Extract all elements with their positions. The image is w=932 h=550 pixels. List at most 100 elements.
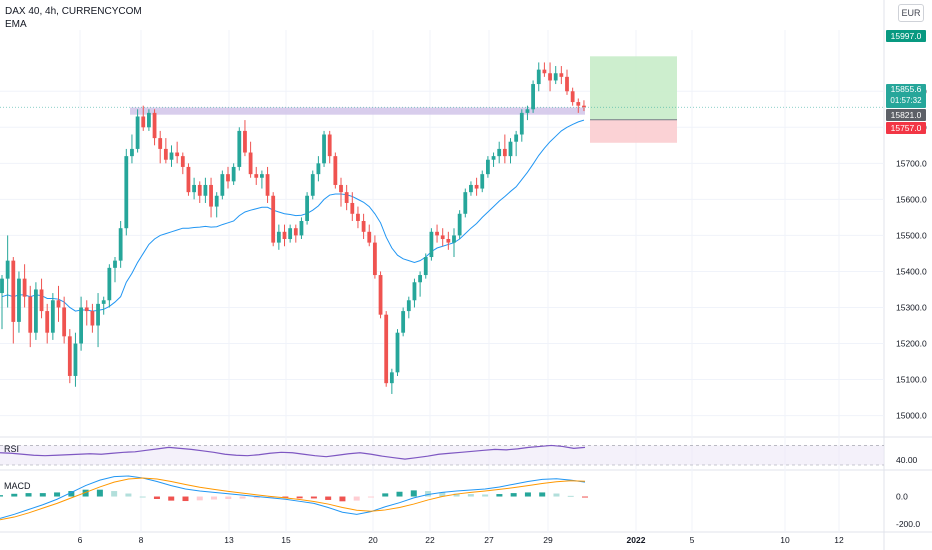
candle-body: [271, 195, 276, 243]
macd-line: [0, 475, 586, 519]
candle-body: [542, 69, 547, 74]
macd-histogram-bar: [168, 496, 175, 501]
candle-body: [423, 257, 428, 276]
macd-histogram-bar: [153, 496, 160, 499]
candle-body: [220, 174, 225, 196]
candle-body: [418, 275, 422, 283]
candle-body: [90, 311, 95, 326]
supply-zone-rect: [130, 107, 585, 115]
candle-body: [79, 307, 83, 344]
candle-body: [22, 278, 27, 297]
entry-price-tag: 15821.0: [886, 109, 926, 121]
stop-loss-zone: [590, 119, 677, 143]
candle-body: [570, 91, 575, 103]
candle-body: [152, 112, 157, 139]
bar-countdown: 01:57:32: [890, 96, 922, 105]
candle-body: [73, 343, 78, 376]
candle-body: [141, 116, 146, 128]
macd-histogram-bar: [553, 493, 560, 497]
candle-body: [226, 174, 230, 182]
candle-body: [260, 174, 264, 178]
macd-histogram-bar: [325, 496, 332, 500]
candle-body: [491, 156, 496, 160]
candle-body: [276, 231, 281, 243]
rsi-line: [0, 444, 586, 460]
macd-histogram-bar: [382, 493, 389, 497]
candle-body: [576, 102, 581, 106]
macd-histogram-bar: [211, 496, 218, 500]
macd-histogram-bar: [310, 496, 317, 499]
take-profit-zone: [590, 56, 677, 120]
candle-body: [435, 231, 439, 236]
candle-body: [5, 260, 10, 279]
macd-histogram-bar: [182, 496, 189, 502]
candle-body: [559, 73, 564, 77]
macd-histogram-bar: [111, 491, 118, 497]
candle-body: [209, 184, 213, 207]
price-tick-label: 15200.0: [896, 339, 927, 349]
macd-histogram-bar: [567, 495, 574, 497]
candle-body: [361, 220, 366, 232]
candle-body: [34, 289, 38, 333]
candle-body: [440, 235, 445, 240]
ema-indicator-label[interactable]: EMA: [5, 19, 27, 30]
candle-body: [62, 307, 67, 337]
candle-body: [519, 112, 524, 135]
candle-body: [158, 138, 163, 149]
candle-body: [67, 336, 72, 376]
candle-body: [17, 278, 21, 322]
candle-body: [429, 231, 434, 258]
candle-body: [254, 174, 259, 178]
macd-signal-line: [0, 477, 586, 521]
rsi-tick-label: 40.00: [896, 455, 918, 465]
macd-histogram-bar: [39, 493, 46, 497]
time-tick-label: 2022: [627, 535, 646, 545]
currency-button[interactable]: EUR: [898, 4, 924, 22]
macd-histogram-bar: [410, 490, 417, 497]
macd-histogram-bar: [25, 493, 32, 497]
candle-body: [497, 148, 502, 157]
candle-body: [192, 184, 196, 193]
candle-body: [50, 300, 55, 333]
candle-body: [147, 112, 151, 128]
macd-histogram-bar: [339, 496, 346, 502]
rsi-label[interactable]: RSI: [4, 444, 20, 454]
candle-body: [350, 202, 355, 214]
candle-body: [113, 260, 117, 268]
macd-histogram-bar: [225, 496, 232, 499]
candle-body: [39, 289, 44, 312]
candle-body: [582, 105, 586, 108]
macd-label[interactable]: MACD: [4, 481, 31, 491]
macd-histogram-bar: [282, 496, 289, 498]
time-tick-label: 13: [224, 535, 234, 545]
price-tick-label: 15700.0: [896, 158, 927, 168]
candle-body: [197, 184, 202, 196]
candle-body: [486, 159, 490, 175]
candle-body: [384, 314, 389, 384]
candle-body: [565, 76, 569, 92]
macd-histogram-bar: [496, 494, 503, 497]
candle-body: [237, 130, 242, 167]
candle-body: [412, 282, 417, 301]
candle-body: [310, 174, 315, 196]
candle-body: [135, 116, 140, 149]
candle-body: [378, 275, 383, 315]
candles-group: [0, 62, 586, 394]
macd-histogram-bar: [353, 496, 360, 501]
candle-body: [203, 184, 208, 196]
candle-body: [56, 300, 61, 308]
time-tick-label: 10: [780, 535, 790, 545]
candle-body: [367, 231, 372, 243]
candle-body: [175, 152, 180, 157]
candle-body: [265, 174, 270, 196]
price-tick-label: 15400.0: [896, 266, 927, 276]
price-tick-label: 15100.0: [896, 375, 927, 385]
macd-histogram-bar: [68, 491, 75, 497]
candle-body: [474, 184, 479, 189]
candle-body: [373, 242, 377, 276]
candle-body: [508, 141, 513, 157]
candle-body: [243, 130, 247, 153]
macd-histogram-bar: [467, 494, 474, 497]
macd-histogram-bar: [396, 491, 403, 497]
